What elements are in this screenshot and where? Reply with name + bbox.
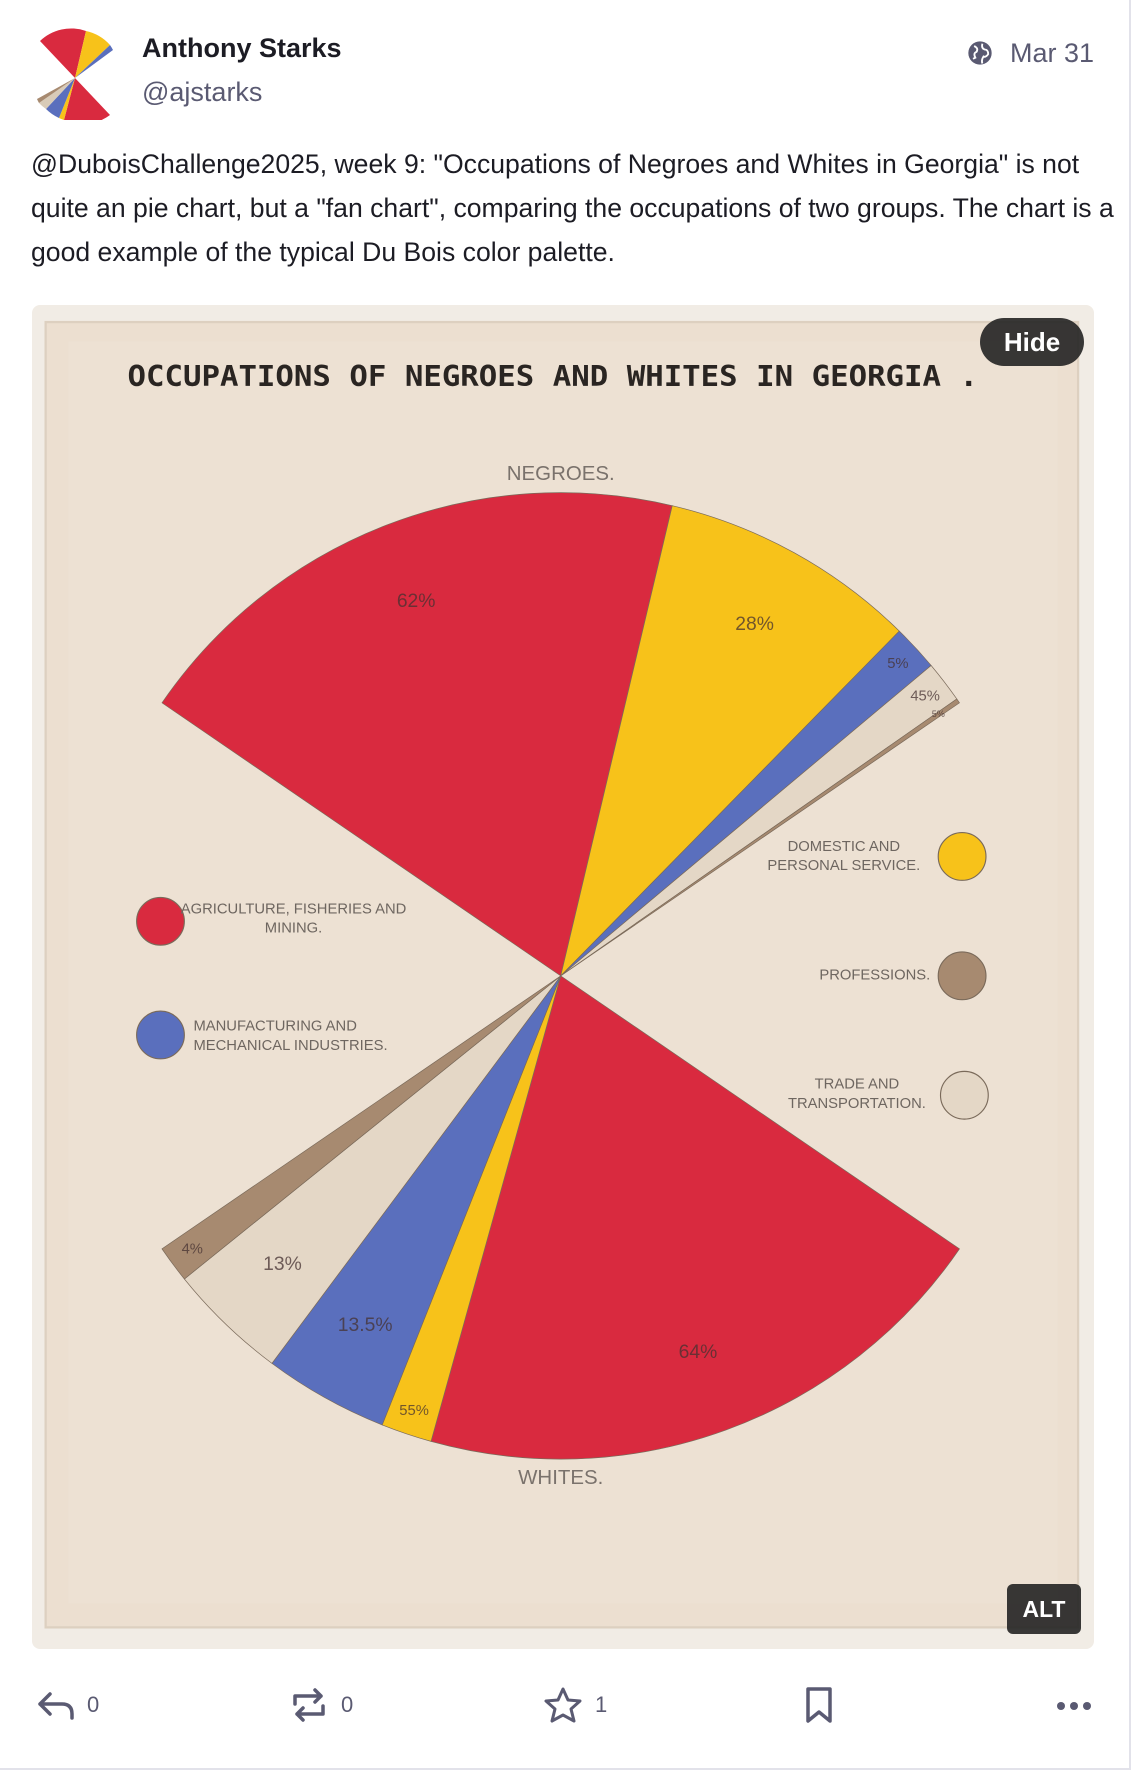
favourite-count: 1 [595, 1692, 608, 1717]
hide-button[interactable]: Hide [980, 318, 1084, 366]
divider [0, 1768, 1130, 1770]
legend-label: AGRICULTURE, FISHERIES AND MINING. [180, 899, 407, 937]
reply-button[interactable] [36, 1688, 76, 1722]
value-label: 28% [735, 614, 774, 635]
legend-swatch [939, 1070, 989, 1120]
divider [1129, 0, 1131, 1770]
value-label: 62% [397, 591, 436, 612]
legend-swatch [136, 1010, 185, 1060]
legend-swatch [136, 896, 185, 946]
post-date[interactable]: Mar 31 [1009, 38, 1094, 68]
bookmark-button[interactable] [802, 1686, 836, 1724]
globe-icon [968, 41, 992, 65]
legend-item: MANUFACTURING AND MECHANICAL INDUSTRIES. [193, 1016, 388, 1054]
fan-wedge [161, 492, 673, 977]
alt-badge[interactable]: ALT [1007, 1584, 1081, 1634]
legend-label: TRADE AND TRANSPORTATION. [787, 1074, 926, 1112]
legend-label: DOMESTIC AND PERSONAL SERVICE. [767, 837, 921, 874]
value-label: 13% [263, 1254, 302, 1275]
fan-wedge [560, 698, 960, 977]
favourite-button[interactable] [543, 1686, 583, 1724]
legend-item: DOMESTIC AND PERSONAL SERVICE. [767, 837, 921, 874]
legend-label: MANUFACTURING AND MECHANICAL INDUSTRIES. [193, 1016, 388, 1054]
boost-count: 0 [341, 1692, 354, 1717]
value-label: 64% [679, 1342, 718, 1363]
value-label: 5% [932, 709, 945, 719]
more-button[interactable] [1054, 1696, 1094, 1716]
value-label: 13.5% [338, 1315, 393, 1336]
fan-wedge [161, 975, 561, 1280]
fan-wedge [560, 505, 900, 977]
chart-title: OCCUPATIONS OF NEGROES AND WHITES IN GEO… [128, 360, 979, 393]
legend-item: AGRICULTURE, FISHERIES AND MINING. [180, 899, 407, 937]
legend-swatch [937, 951, 987, 1001]
legend-label: PROFESSIONS. [819, 965, 931, 983]
chart: OCCUPATIONS OF NEGROES AND WHITES IN GEO… [32, 305, 1094, 1649]
boost-button[interactable] [289, 1686, 329, 1724]
series-label: NEGROES. [507, 462, 615, 485]
author-handle[interactable]: @ajstarks [142, 77, 263, 107]
value-label: 55% [399, 1403, 429, 1419]
post-text: @DuboisChallenge2025, week 9: "Occupatio… [31, 149, 1114, 267]
avatar[interactable] [34, 25, 116, 120]
author-name[interactable]: Anthony Starks [142, 33, 342, 63]
legend-item: TRADE AND TRANSPORTATION. [787, 1074, 926, 1112]
legend-item: PROFESSIONS. [819, 965, 931, 983]
value-label: 4% [182, 1242, 203, 1258]
series-label: WHITES. [518, 1466, 603, 1489]
fan-wedge [430, 975, 960, 1460]
value-label: 45% [910, 689, 940, 705]
media-attachment[interactable]: OCCUPATIONS OF NEGROES AND WHITES IN GEO… [32, 305, 1094, 1649]
reply-count: 0 [87, 1692, 100, 1717]
value-label: 5% [887, 656, 908, 672]
legend-swatch [937, 832, 987, 881]
